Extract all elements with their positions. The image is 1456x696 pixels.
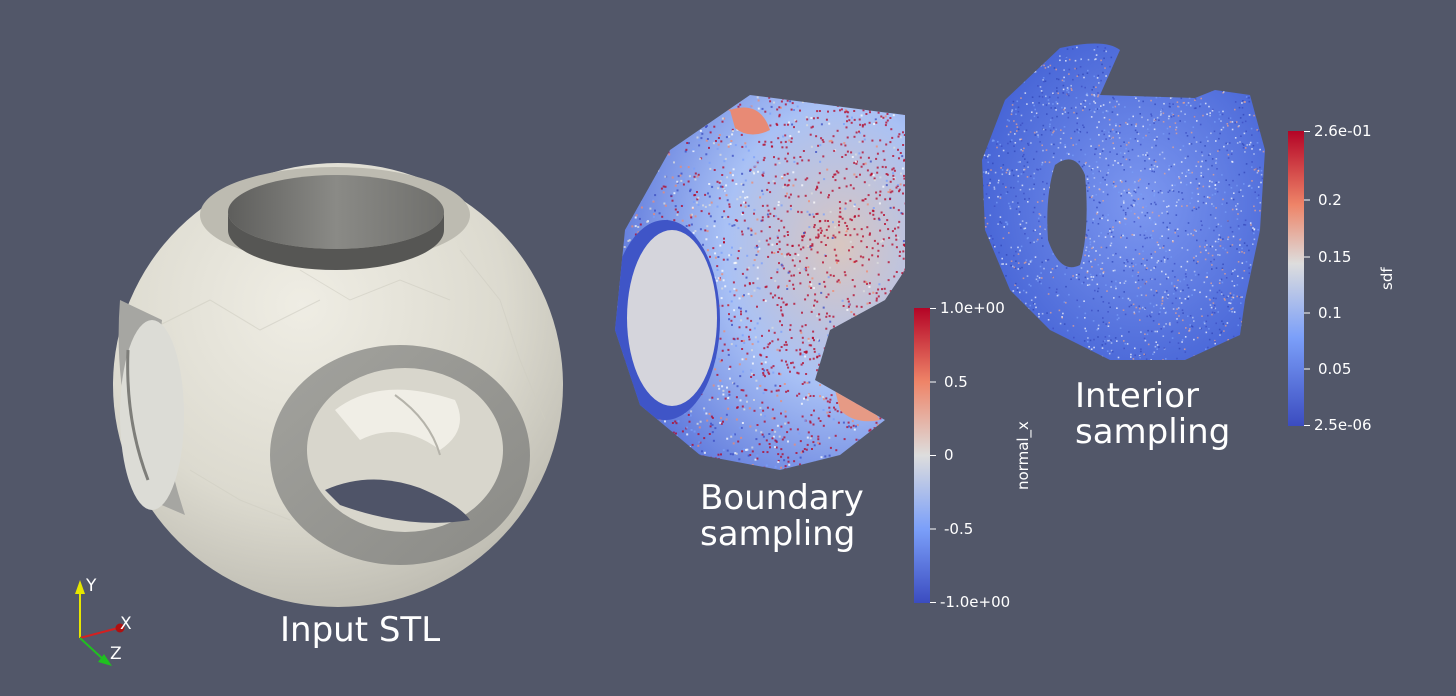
boundary-caption-line2: sampling (700, 514, 856, 554)
interior-sampling-caption: Interior sampling (1075, 378, 1230, 450)
axis-label-y: Y (86, 576, 97, 596)
normal-x-tick-label: -1.0e+00 (940, 593, 1011, 611)
normal-x-colorbar (914, 308, 936, 603)
input-stl-caption: Input STL (280, 610, 441, 650)
interior-caption-line2: sampling (1075, 412, 1231, 452)
normal-x-tick-label: 0.5 (944, 373, 968, 391)
normal-x-tick-label: -0.5 (944, 520, 974, 538)
axis-label-x: X (120, 614, 132, 634)
sdf-tick-label: 2.5e-06 (1314, 416, 1372, 434)
sdf-tick-label: 0.15 (1318, 248, 1352, 266)
sdf-tick-label: 0.05 (1318, 360, 1352, 378)
sdf-colorbar (1288, 131, 1310, 426)
normal-x-colorbar-title: normal_x (1014, 421, 1032, 490)
interior-caption-line1: Interior (1075, 376, 1200, 416)
interior-sampling-cloud (982, 43, 1265, 361)
input-stl-mesh (113, 163, 563, 607)
normal-x-tick-label: 0 (944, 446, 954, 464)
normal-x-tick-label: 1.0e+00 (940, 299, 1005, 317)
sdf-tick-label: 2.6e-01 (1314, 122, 1372, 140)
boundary-sampling-cloud (615, 95, 905, 470)
boundary-caption-line1: Boundary (700, 478, 864, 518)
sdf-tick-label: 0.2 (1318, 191, 1342, 209)
boundary-sampling-caption: Boundary sampling (700, 480, 864, 552)
orientation-axes (75, 580, 125, 666)
axis-label-z: Z (110, 644, 122, 664)
sdf-tick-label: 0.1 (1318, 304, 1342, 322)
sdf-colorbar-title: sdf (1378, 267, 1396, 290)
